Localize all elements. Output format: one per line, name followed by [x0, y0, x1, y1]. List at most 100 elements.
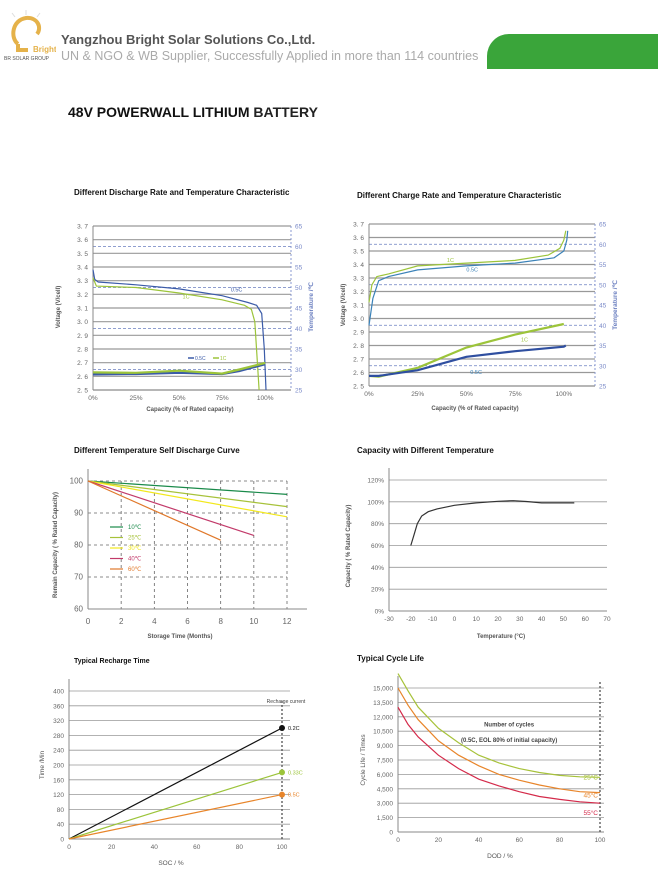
y2-tick-label: 65 [295, 224, 303, 231]
x-tick-label: 20 [108, 844, 116, 851]
y2-axis-label: Temperature /℃ [611, 279, 619, 330]
y-tick-label: 3. 1 [77, 306, 88, 313]
x-axis-label: Temperature (°C) [477, 634, 525, 640]
legend-label: 30℃ [128, 546, 142, 552]
company-tagline: UN & NGO & WB Supplier, Successfully App… [61, 49, 479, 63]
series-line-1C [92, 277, 260, 391]
series-line-0.5C [369, 344, 567, 377]
y-tick-label: 13,500 [373, 700, 393, 707]
series-line-0.5C [68, 794, 283, 840]
y-tick-label: 0% [375, 609, 385, 616]
y-tick-label: 3. 6 [353, 235, 364, 242]
series-label: 0.33C [288, 770, 303, 776]
x-tick-label: 100 [277, 844, 288, 851]
y-tick-label: 3. 3 [77, 278, 88, 285]
y-axis-label: Time /Min [39, 750, 46, 779]
y-tick-label: 80% [371, 521, 384, 528]
x-axis-label: DOD / % [487, 853, 513, 860]
header-accent-bar [487, 34, 658, 69]
y-tick-label: 2. 7 [353, 357, 364, 364]
series-line-25℃ [87, 480, 288, 508]
x-tick-label: 8 [218, 617, 223, 626]
x-tick-label: -20 [406, 616, 416, 623]
y-tick-label: 3. 3 [353, 276, 364, 283]
y-tick-label: 2. 8 [353, 343, 364, 350]
x-tick-label: 50% [173, 395, 186, 402]
chart-title-self-discharge: Different Temperature Self Discharge Cur… [74, 446, 240, 455]
y2-tick-label: 40 [295, 326, 303, 333]
y-tick-label: 280 [53, 733, 64, 740]
x-tick-label: 75% [509, 391, 522, 398]
x-tick-label: 75% [216, 395, 229, 402]
y-tick-label: 9,000 [377, 743, 394, 750]
y-tick-label: 100% [367, 499, 384, 506]
y-tick-label: 60% [371, 543, 384, 550]
y-tick-label: 90 [74, 509, 83, 518]
annotation: (0.5C, EOL 80% of initial capacity) [461, 738, 557, 744]
y-tick-label: 320 [53, 718, 64, 725]
y-tick-label: 4,500 [377, 786, 394, 793]
chart-1: 2. 5 2. 6 2. 7 2. 8 2. 9 3. 0 3. 1 3. 2 3. 3 3. 4… [341, 222, 619, 413]
series-line-0.33C [68, 771, 283, 840]
x-tick-label: 10 [249, 617, 258, 626]
x-axis-label: Capacity (% of Rated capacity) [146, 407, 233, 413]
y-tick-label: 0 [60, 837, 64, 844]
logo-group-text: BR SOLAR GROUP [4, 56, 50, 62]
title-rest: BATTERY [249, 104, 318, 120]
y-tick-label: 15,000 [373, 686, 393, 693]
x-tick-label: 70 [603, 616, 611, 623]
legend-label: 0.5C [195, 356, 206, 362]
series-line-40℃ [87, 480, 254, 536]
y2-axis-label: Temperature /℃ [307, 281, 315, 332]
y-tick-label: 1,500 [377, 815, 394, 822]
y-tick-label: 3. 7 [353, 222, 364, 229]
y2-tick-label: 25 [295, 388, 303, 395]
x-tick-label: -10 [428, 616, 438, 623]
x-tick-label: 80 [556, 837, 564, 844]
y-tick-label: 3. 1 [353, 303, 364, 310]
legend-label: 60℃ [128, 567, 142, 573]
y-axis-label: Cycle Life / Times [360, 734, 367, 786]
y-tick-label: 100 [70, 477, 84, 486]
y2-tick-label: 35 [599, 343, 607, 350]
y2-tick-label: 50 [599, 282, 607, 289]
chart-title-capacity-temp: Capacity with Different Temperature [357, 446, 494, 455]
series-label: 45°C [583, 792, 598, 800]
y-tick-label: 6,000 [377, 772, 394, 779]
y-tick-label: 2. 6 [77, 374, 88, 381]
y2-tick-label: 45 [295, 306, 303, 313]
chart-title-cycle-life: Typical Cycle Life [357, 654, 424, 663]
x-axis-label: SOC / % [158, 860, 184, 867]
series-line-1C [368, 230, 567, 303]
x-tick-label: 20 [494, 616, 502, 623]
y-tick-label: 60 [74, 605, 83, 614]
y-tick-label: 12,000 [373, 714, 393, 721]
x-tick-label: 0 [86, 617, 91, 626]
series-label: 55°C [583, 809, 598, 817]
x-tick-label: 40 [151, 844, 159, 851]
chart-0: 2. 5 2. 6 2. 7 2. 8 2. 9 3. 0 3. 1 3. 2 3. 3 3. 4… [56, 224, 315, 414]
y-tick-label: 3. 6 [77, 237, 88, 244]
y-tick-label: 20% [371, 587, 384, 594]
series-line-curve [410, 500, 575, 546]
y-tick-label: 120 [53, 792, 64, 799]
series-line-25°C [397, 673, 601, 778]
y2-tick-label: 25 [599, 384, 607, 391]
series-label: 0.5C [231, 288, 243, 294]
y-tick-label: 2. 9 [77, 333, 88, 340]
y-tick-label: 2. 9 [353, 330, 364, 337]
y-axis-label: Voltage (V/cell) [56, 286, 62, 329]
y-tick-label: 80 [57, 807, 65, 814]
y-tick-label: 200 [53, 763, 64, 770]
y-tick-label: 360 [53, 703, 64, 710]
y-tick-label: 3. 5 [77, 251, 88, 258]
series-label: 25°C [583, 773, 598, 781]
x-tick-label: 25% [411, 391, 424, 398]
y2-tick-label: 55 [295, 265, 303, 272]
x-axis-label: Storage Time (Months) [148, 634, 213, 640]
y-tick-label: 400 [53, 689, 64, 696]
y-tick-label: 160 [53, 777, 64, 784]
x-tick-label: 100% [556, 391, 573, 398]
annotation: Number of cycles [484, 722, 535, 728]
